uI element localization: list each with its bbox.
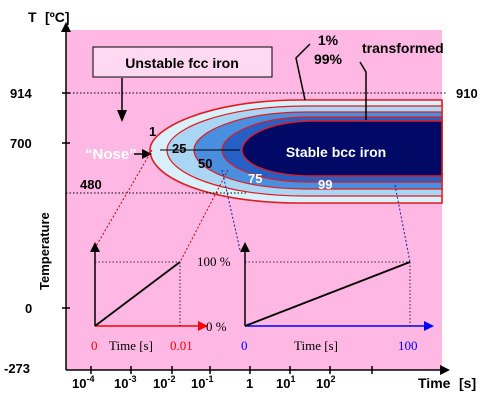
inset-right-x-end: 100 xyxy=(398,338,418,353)
nose-arrow-head xyxy=(142,149,152,159)
x-tick-label-1e-1: 10-1 xyxy=(191,374,213,391)
y-tick-label-914: 914 xyxy=(10,86,32,101)
unstable-label: Unstable fcc iron xyxy=(125,55,239,71)
x-tick-label-1e-2: 10-2 xyxy=(153,374,175,391)
y-tick-label-700: 700 xyxy=(10,136,32,151)
inset-right-x-arrow xyxy=(424,321,434,331)
inset-left-x-start: 0 xyxy=(91,338,98,353)
contour-label-50: 50 xyxy=(198,156,212,171)
y-tick-label-0: 0 xyxy=(25,301,32,316)
y-axis-title: T xyxy=(28,9,37,25)
x-axis-title: Time xyxy=(418,375,451,391)
inset-right-y-arrow xyxy=(240,242,250,252)
x-axis-unit: [s] xyxy=(459,375,476,391)
inset-right-x-label: Time [s] xyxy=(294,338,338,353)
contour-label-75: 75 xyxy=(248,171,262,186)
nose-label: “Nose” xyxy=(85,146,137,163)
unstable-box xyxy=(92,46,273,78)
y-tick-label-minus273: -273 xyxy=(4,361,30,376)
pct-1-leader xyxy=(295,43,311,101)
inset-right-y-top: 100 % xyxy=(197,254,231,269)
transformed-label: transformed xyxy=(362,40,444,56)
x-tick-label-1e-3: 10-3 xyxy=(114,374,136,391)
pct-1-label: 1% xyxy=(318,32,339,48)
inset-left-curve xyxy=(94,261,181,327)
x-tick-label-1e1: 101 xyxy=(276,374,295,391)
stable-label: Stable bcc iron xyxy=(286,144,386,160)
contour-label-1: 1 xyxy=(149,124,156,139)
y-axis-arrow xyxy=(61,22,71,32)
inset-right-x-start: 0 xyxy=(241,338,248,353)
x-tick-label-1e-4: 10-4 xyxy=(72,374,94,391)
inset-left-x-arrow xyxy=(198,321,208,331)
projection-left-a xyxy=(94,149,153,249)
x-tick-label-1e2: 102 xyxy=(316,374,335,391)
y-axis-unit: [ºC] xyxy=(45,9,70,25)
contour-label-25: 25 xyxy=(172,141,186,156)
inset-right: 100 % 0 % 0 Time [s] 100 xyxy=(197,242,434,353)
y-axis-label: Temperature xyxy=(37,212,52,290)
projection-left-b xyxy=(179,169,229,263)
inset-right-curve xyxy=(244,261,411,327)
contour-99-percent xyxy=(241,120,443,177)
inset-left: 0 Time [s] 0.01 xyxy=(90,242,208,353)
contour-label-99: 99 xyxy=(318,177,332,192)
unstable-arrow-head xyxy=(117,110,127,122)
pct-99-label: 99% xyxy=(314,51,343,67)
inset-left-y-arrow xyxy=(90,242,100,252)
pct-99-leader xyxy=(359,61,367,120)
temp-910-label: 910 xyxy=(456,86,478,101)
inset-right-y-bottom: 0 % xyxy=(206,319,227,334)
projection-right-b xyxy=(394,184,411,263)
inset-left-x-label: Time [s] xyxy=(109,338,153,353)
inset-left-x-end: 0.01 xyxy=(170,338,193,353)
x-tick-label-1: 1 xyxy=(246,376,253,391)
x-axis-arrow xyxy=(440,365,450,375)
projection-right-a xyxy=(221,169,241,251)
temp-480-label: 480 xyxy=(80,177,102,192)
